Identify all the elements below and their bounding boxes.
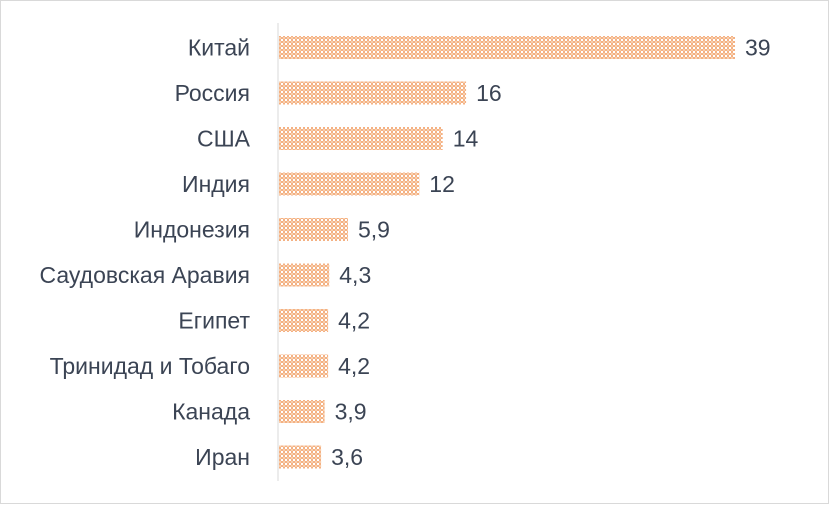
value-label: 5,9 (358, 217, 390, 243)
category-label: Китай (188, 35, 250, 61)
category-label: Россия (175, 80, 250, 106)
value-labels-group: 39 16 14 12 5,9 4,3 4,2 4,2 3,9 3,6 (331, 35, 771, 471)
value-label: 4,2 (338, 308, 370, 334)
bars-group (279, 36, 735, 469)
bar-8 (279, 400, 325, 423)
value-label: 3,9 (335, 399, 367, 425)
bar-0 (279, 36, 735, 59)
bar-3 (279, 172, 420, 196)
value-label: 16 (476, 80, 502, 106)
category-label: Канада (172, 399, 250, 425)
value-label: 4,3 (339, 262, 371, 288)
bar-7 (279, 354, 329, 378)
value-label: 39 (745, 35, 771, 61)
category-labels-group: Китай Россия США Индия Индонезия Саудовская А… (40, 35, 251, 471)
value-label: 3,6 (331, 444, 363, 470)
category-label: Египет (178, 308, 250, 334)
category-label: Саудовская Аравия (40, 262, 250, 288)
bar-1 (279, 81, 467, 105)
bar-9 (279, 445, 322, 469)
bar-4 (279, 218, 348, 241)
value-label: 4,2 (338, 353, 370, 379)
category-label: Индия (182, 171, 250, 197)
bar-2 (279, 127, 443, 150)
category-label: Индонезия (134, 217, 250, 243)
bar-5 (279, 263, 330, 287)
value-label: 12 (429, 171, 455, 197)
category-label: Тринидад и Тобаго (50, 353, 250, 379)
bar-6 (279, 309, 329, 332)
category-label: США (197, 126, 251, 152)
value-label: 14 (453, 126, 479, 152)
category-label: Иран (195, 444, 250, 470)
